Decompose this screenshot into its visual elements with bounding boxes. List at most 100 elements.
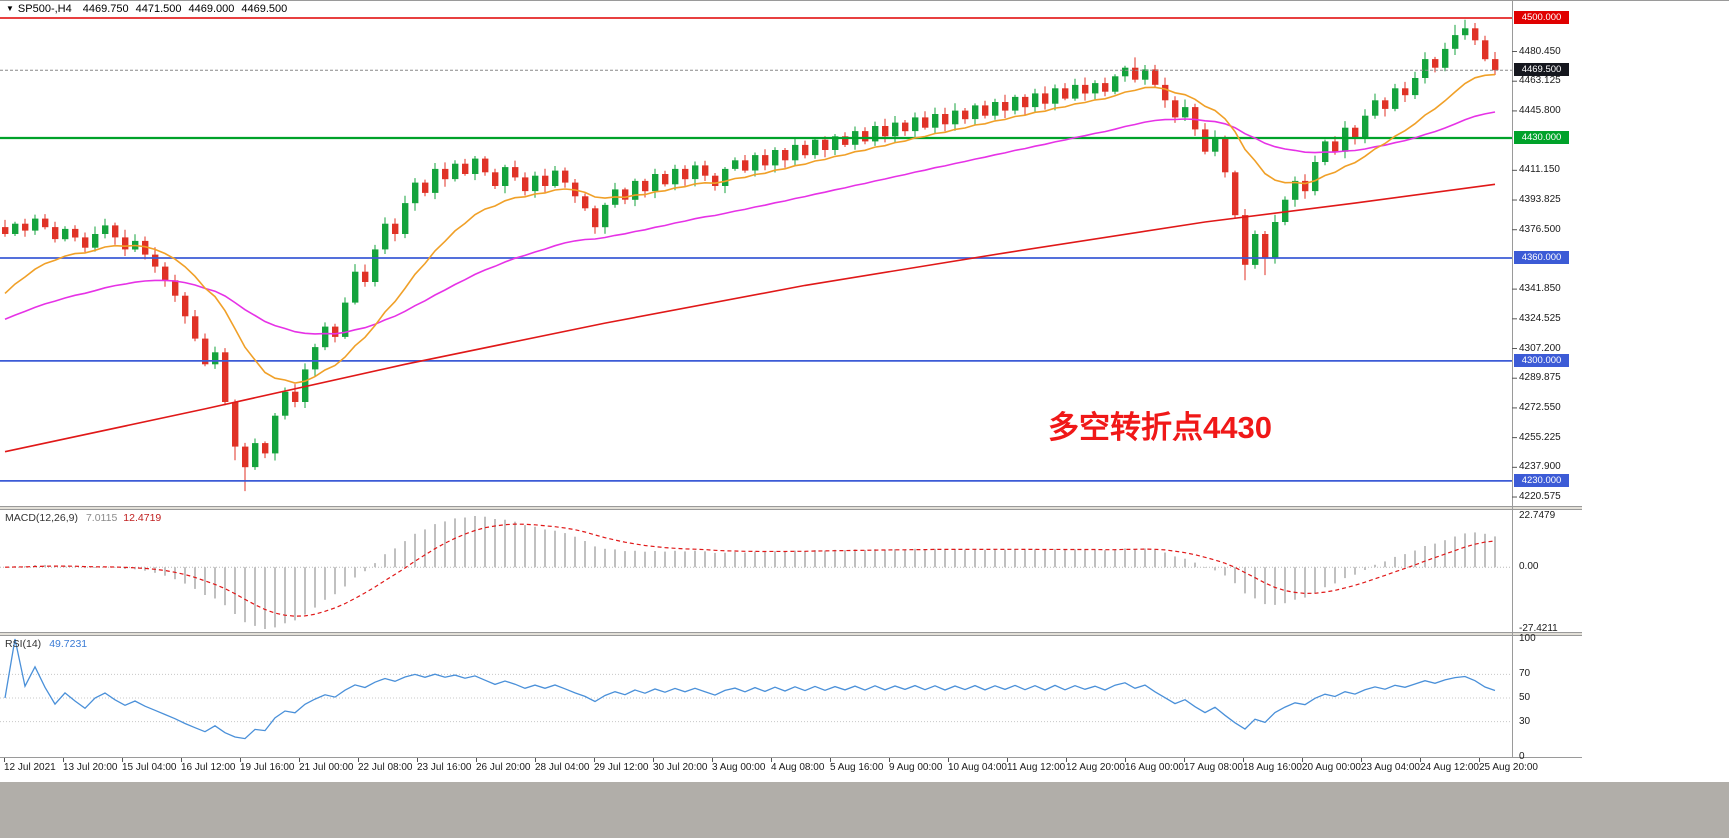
price-grid-label: 4480.450 [1519, 46, 1561, 57]
candle [982, 100, 989, 119]
time-axis-label: 28 Jul 04:00 [535, 762, 590, 773]
candle [932, 107, 939, 134]
candle [102, 218, 109, 239]
candle [402, 195, 409, 239]
time-axis-label: 11 Aug 12:00 [1007, 762, 1066, 773]
price-grid-label: 4376.500 [1519, 224, 1561, 235]
macd-scale-label: -27.4211 [1519, 623, 1558, 634]
time-axis-label: 15 Jul 04:00 [122, 762, 177, 773]
candle [1312, 155, 1319, 196]
candle [1042, 86, 1049, 110]
candle [512, 160, 519, 181]
macd-histogram [14, 516, 1496, 629]
candle [1152, 64, 1159, 88]
candle [232, 399, 239, 461]
ma-fast-line [4, 73, 1496, 384]
candle [942, 107, 949, 132]
time-axis-label: 12 Jul 2021 [4, 762, 56, 773]
candle [1212, 130, 1219, 157]
rsi-scale-label: 70 [1519, 668, 1531, 679]
candle [432, 163, 439, 200]
candle [1032, 88, 1039, 112]
candle [32, 214, 39, 235]
candle [322, 322, 329, 351]
price-grid-label: 4307.200 [1519, 343, 1561, 354]
candle [22, 218, 29, 237]
candle [482, 156, 489, 176]
time-axis-label: 17 Aug 08:00 [1184, 762, 1243, 773]
candle [602, 202, 609, 234]
candle [952, 103, 959, 131]
candle [452, 160, 459, 182]
candle [192, 310, 199, 342]
candle [752, 152, 759, 177]
rsi-scale-label: 100 [1519, 633, 1536, 644]
candle [172, 274, 179, 302]
pane-separator[interactable] [0, 633, 1582, 635]
ohlc-open-value: 4469.750 [82, 3, 129, 15]
ohlc-close-value: 4469.500 [241, 3, 288, 15]
candle [1242, 209, 1249, 281]
candle [12, 221, 19, 236]
candle [802, 140, 809, 159]
time-axis-label: 23 Aug 04:00 [1361, 762, 1420, 773]
time-axis-label: 16 Aug 00:00 [1125, 762, 1184, 773]
candle [272, 413, 279, 461]
candle [162, 262, 169, 287]
candle [252, 438, 259, 470]
price-grid-label: 4393.825 [1519, 194, 1561, 205]
candle [742, 155, 749, 173]
candle [1272, 214, 1279, 264]
candle [1372, 93, 1379, 119]
candle [872, 121, 879, 146]
time-axis-label: 9 Aug 00:00 [889, 762, 943, 773]
candle [52, 221, 59, 243]
candle [592, 205, 599, 234]
candle [1022, 94, 1029, 115]
candle [1222, 135, 1229, 178]
candle [372, 244, 379, 287]
ohlc-high-value: 4471.500 [135, 3, 182, 15]
candle [1072, 78, 1079, 101]
candle [682, 165, 689, 186]
candle [562, 167, 569, 188]
candle [782, 148, 789, 168]
rsi-indicator-label: RSI(14) 49.7231 [5, 638, 87, 650]
candle [962, 108, 969, 124]
rsi-line [4, 638, 1496, 740]
chart-header: ▼ SP500-,H4 4469.750 4471.500 4469.000 4469.5… [6, 3, 287, 15]
candle [772, 147, 779, 173]
candle [652, 168, 659, 199]
candle [62, 226, 69, 242]
macd-scale-label: 0.00 [1519, 561, 1539, 572]
time-axis-label: 16 Jul 12:00 [181, 762, 236, 773]
candle [822, 136, 829, 158]
chart-annotation-text[interactable]: 多空转折点4430 [1048, 410, 1272, 445]
time-axis-label: 21 Jul 00:00 [299, 762, 354, 773]
candle [1252, 230, 1259, 269]
time-axis-label: 24 Aug 12:00 [1420, 762, 1479, 773]
candle [762, 149, 769, 171]
candle [412, 178, 419, 211]
candle [1062, 83, 1069, 101]
macd-signal-line [4, 523, 1496, 617]
rsi-scale-label: 30 [1519, 716, 1531, 727]
candle [1092, 80, 1099, 100]
candle [1082, 77, 1089, 101]
pane-separator[interactable] [0, 507, 1582, 509]
price-grid-label: 4324.525 [1519, 313, 1561, 324]
rsi-scale-label: 0 [1519, 751, 1525, 762]
candle [122, 229, 129, 256]
candle [392, 218, 399, 242]
chart-canvas[interactable] [0, 0, 1729, 782]
candle [1482, 35, 1489, 62]
price-grid-label: 4237.900 [1519, 461, 1561, 472]
price-grid-label: 4411.150 [1519, 164, 1560, 175]
candle [462, 158, 469, 176]
price-level-badge: 4230.000 [1514, 474, 1569, 487]
candle [1412, 71, 1419, 99]
candle [702, 160, 709, 181]
candle [1352, 125, 1359, 145]
time-axis-label: 22 Jul 08:00 [358, 762, 413, 773]
